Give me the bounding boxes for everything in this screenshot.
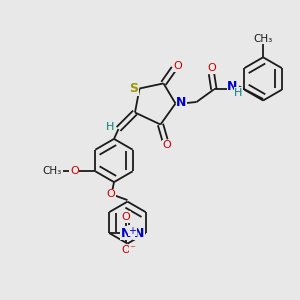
Text: S: S [130, 82, 139, 95]
Text: +: + [128, 226, 136, 236]
Text: O: O [207, 63, 216, 74]
Text: O: O [106, 189, 116, 199]
Text: N: N [134, 226, 144, 240]
Text: O: O [162, 140, 171, 151]
Text: O: O [122, 245, 130, 255]
Text: O: O [70, 166, 79, 176]
Text: H: H [234, 88, 243, 98]
Text: H: H [106, 122, 114, 133]
Text: CH₃: CH₃ [43, 166, 62, 176]
Text: N: N [227, 80, 238, 94]
Text: O: O [122, 212, 130, 222]
Text: N: N [176, 95, 187, 109]
Text: O: O [173, 61, 182, 71]
Text: N: N [121, 226, 131, 240]
Text: ⁻: ⁻ [130, 244, 135, 255]
Text: CH₃: CH₃ [254, 34, 273, 44]
